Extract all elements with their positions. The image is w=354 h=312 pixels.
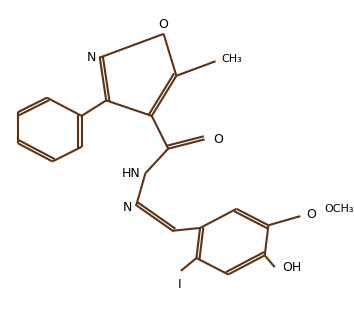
Text: CH₃: CH₃ [221, 54, 242, 64]
Text: O: O [306, 208, 316, 221]
Text: N: N [122, 201, 132, 213]
Text: OH: OH [282, 261, 301, 274]
Text: I: I [177, 278, 181, 291]
Text: N: N [87, 51, 96, 64]
Text: OCH₃: OCH₃ [324, 204, 354, 214]
Text: O: O [159, 18, 169, 31]
Text: HN: HN [122, 167, 141, 180]
Text: O: O [213, 133, 223, 146]
